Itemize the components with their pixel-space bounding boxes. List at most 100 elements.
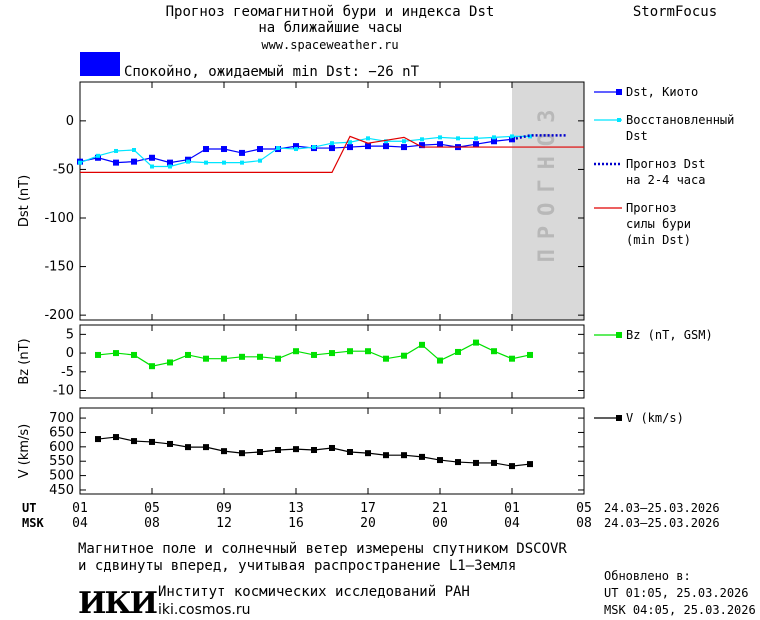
x2-axis-label: MSK <box>22 516 44 530</box>
data-point <box>294 147 298 152</box>
plot-frame <box>79 407 585 495</box>
data-point <box>473 459 479 466</box>
data-point <box>78 160 82 165</box>
data-point <box>455 459 461 466</box>
series-line <box>80 135 584 173</box>
data-point <box>276 146 280 151</box>
data-point <box>438 135 442 140</box>
legend-label: Dst, Киото <box>626 85 698 99</box>
data-point <box>329 444 335 451</box>
data-point <box>221 146 227 153</box>
data-point <box>149 438 155 445</box>
y-tick-label: -150 <box>44 260 74 275</box>
x-tick-label: 17 <box>360 501 376 516</box>
data-point <box>239 149 245 156</box>
data-point <box>221 355 227 362</box>
data-point <box>420 137 424 142</box>
logo: ИКИ <box>78 586 157 620</box>
data-point <box>492 135 496 140</box>
plot-frame <box>79 81 585 321</box>
y-tick-label: -100 <box>44 211 74 226</box>
brand: StormFocus <box>633 4 717 20</box>
data-point <box>257 353 263 360</box>
data-point <box>329 145 335 152</box>
data-point <box>527 461 533 468</box>
data-point <box>168 164 172 169</box>
data-point <box>131 438 137 445</box>
x2-range: 24.03–25.03.2026 <box>604 516 720 530</box>
title: Прогноз геомагнитной бури и индекса Dst <box>166 4 495 20</box>
data-point <box>491 348 497 355</box>
data-point <box>275 355 281 362</box>
data-point <box>239 450 245 457</box>
legend-label: Прогноз Dst на 2-4 часа <box>626 157 705 187</box>
data-point <box>365 348 371 355</box>
y-tick-label: 0 <box>66 346 74 361</box>
plot-frame <box>79 324 585 399</box>
y-tick-label: -10 <box>53 384 74 399</box>
data-point <box>437 357 443 364</box>
data-point <box>491 138 497 145</box>
legend-label: Прогноз силы бури (min Dst) <box>626 201 691 247</box>
y-tick-label: 550 <box>49 454 74 469</box>
forecast-region <box>512 82 584 320</box>
data-point <box>473 141 479 148</box>
x-tick-label: 09 <box>216 501 232 516</box>
data-point <box>204 160 208 165</box>
data-point <box>365 450 371 457</box>
x2-tick-label: 20 <box>360 516 376 531</box>
data-point <box>509 463 515 470</box>
status-text: Спокойно, ожидаемый min Dst: −26 nT <box>124 64 420 80</box>
y-axis-label: Bz (nT) <box>17 338 32 384</box>
data-point <box>402 139 406 144</box>
data-point <box>240 160 244 165</box>
y-tick-label: 0 <box>66 114 74 129</box>
data-point <box>203 355 209 362</box>
x-tick-label: 13 <box>288 501 304 516</box>
footer-note: и сдвинуты вперед, учитывая распростране… <box>78 558 516 574</box>
data-point <box>257 449 263 456</box>
data-point <box>132 148 136 152</box>
data-point <box>167 359 173 366</box>
legend-label: V (km/s) <box>626 411 684 425</box>
data-point <box>257 146 263 153</box>
data-point <box>491 459 497 466</box>
x2-tick-label: 16 <box>288 516 304 531</box>
x-tick-label: 05 <box>576 501 592 516</box>
data-point <box>348 140 352 145</box>
data-point <box>150 164 154 169</box>
data-point <box>149 363 155 370</box>
data-point <box>293 348 299 355</box>
data-point <box>221 448 227 455</box>
updated-msk: MSK 04:05, 25.03.2026 <box>604 603 756 617</box>
y-axis-label: V (km/s) <box>17 424 32 479</box>
data-point <box>293 143 299 150</box>
data-point <box>114 148 118 153</box>
data-point <box>365 143 371 150</box>
x2-tick-label: 04 <box>504 516 520 531</box>
x2-tick-label: 12 <box>216 516 232 531</box>
url: www.spaceweather.ru <box>261 38 398 52</box>
y-axis-label: Dst (nT) <box>17 175 32 227</box>
forecast-label: ПРОГНОЗ <box>535 100 560 263</box>
data-point <box>293 446 299 453</box>
x2-tick-label: 04 <box>72 516 88 531</box>
data-point <box>401 352 407 359</box>
data-point <box>383 143 389 150</box>
data-point <box>312 145 316 150</box>
x2-tick-label: 08 <box>576 516 592 531</box>
y-tick-label: 600 <box>49 440 74 455</box>
data-point <box>419 142 425 149</box>
data-point <box>473 339 479 346</box>
y-tick-label: 650 <box>49 425 74 440</box>
data-point <box>113 350 119 357</box>
footer-note: Магнитное поле и солнечный ветер измерен… <box>78 541 567 557</box>
x-tick-label: 21 <box>432 501 448 516</box>
data-point <box>311 351 317 358</box>
subtitle: на ближайшие часы <box>258 20 401 36</box>
legend-marker <box>617 118 621 122</box>
legend-label: Bz (nT, GSM) <box>626 328 713 342</box>
data-point <box>329 350 335 357</box>
institute: Институт космических исследований РАН <box>158 584 470 600</box>
data-point <box>401 452 407 459</box>
